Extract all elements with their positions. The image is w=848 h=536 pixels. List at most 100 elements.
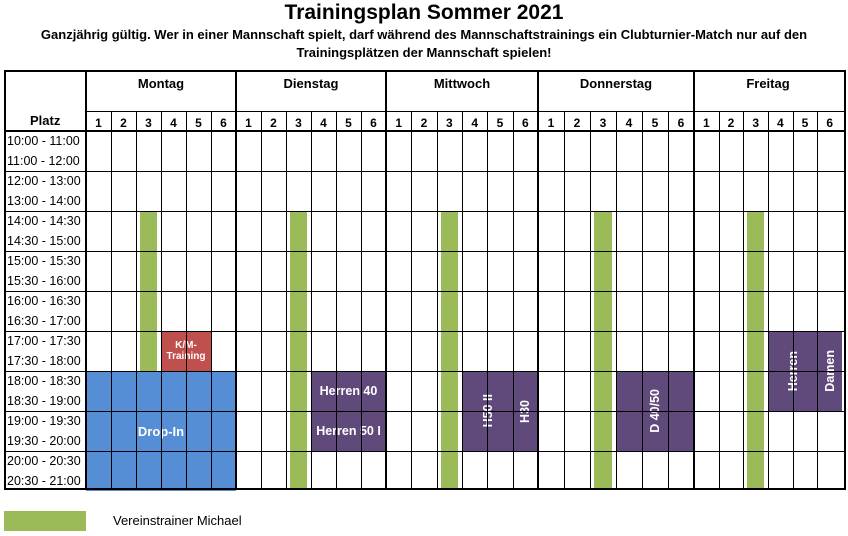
grid-line	[4, 211, 845, 212]
grid-line	[111, 112, 112, 489]
court-number: 5	[195, 116, 202, 130]
table-border	[4, 70, 6, 489]
grid-line	[186, 112, 187, 489]
court-number: 3	[445, 116, 453, 130]
grid-line	[668, 112, 669, 489]
training-block: Herren 40	[311, 371, 386, 411]
grid-line	[161, 112, 162, 489]
grid-line	[4, 411, 845, 412]
court-number: 1	[547, 116, 555, 130]
grid-line	[642, 112, 643, 489]
grid-line	[361, 112, 362, 489]
legend-swatch	[4, 511, 86, 531]
training-block-label: Herren 50 I	[316, 424, 381, 438]
day-header-donnerstag: Donnerstag	[579, 76, 653, 91]
grid-line	[86, 111, 845, 112]
day-header-mittwoch: Mittwoch	[433, 76, 491, 91]
subtitle-line-2: Trainingsplätzen der Mannschaft spielen!	[296, 45, 552, 60]
grid-line	[311, 112, 312, 489]
court-number: 3	[599, 116, 607, 130]
time-label: 19:30 - 20:00	[7, 434, 81, 448]
court-number: 4	[776, 116, 784, 130]
court-number: 3	[752, 116, 759, 130]
time-label: 16:30 - 17:00	[7, 314, 81, 328]
court-number: 4	[320, 116, 327, 130]
grid-line	[211, 112, 212, 489]
day-header-freitag: Freitag	[746, 76, 790, 91]
day-separator	[693, 70, 695, 489]
platz-label: Platz	[30, 113, 61, 128]
court-number: 2	[727, 116, 735, 130]
grid-line	[743, 112, 744, 489]
time-label: 11:00 - 12:00	[7, 154, 80, 168]
grid-line	[136, 112, 137, 489]
grid-line	[793, 112, 794, 489]
time-label: 15:30 - 16:00	[7, 274, 81, 288]
court-number: 4	[471, 116, 478, 130]
page-title: Trainingsplan Sommer 2021	[284, 1, 564, 24]
time-label: 19:00 - 19:30	[7, 414, 81, 428]
training-block-label: K/M-	[175, 340, 197, 351]
court-number: 1	[245, 116, 252, 130]
court-number: 5	[345, 116, 352, 130]
court-number: 3	[145, 116, 152, 130]
court-number: 1	[95, 116, 102, 130]
day-separator	[385, 70, 387, 489]
table-border	[844, 70, 846, 490]
time-label: 15:00 - 15:30	[7, 254, 81, 268]
grid-line	[4, 451, 845, 452]
grid-line	[768, 112, 769, 489]
legend-label: Vereinstrainer Michael	[113, 513, 242, 528]
time-label: 18:30 - 19:00	[7, 394, 81, 408]
trainer-slot	[594, 211, 612, 489]
day-separator	[235, 70, 237, 489]
time-label: 12:00 - 13:00	[7, 174, 81, 188]
day-separator	[85, 70, 87, 489]
grid-line	[411, 112, 412, 489]
court-number: 4	[625, 116, 633, 130]
court-number: 1	[702, 116, 710, 130]
grid-line	[261, 112, 262, 489]
court-number: 6	[370, 116, 377, 130]
court-number: 2	[573, 116, 581, 130]
time-label: 14:00 - 14:30	[7, 214, 81, 228]
time-label: 20:00 - 20:30	[7, 454, 81, 468]
court-number: 2	[420, 116, 428, 130]
day-separator	[537, 70, 539, 489]
subtitle-line-1: Ganzjährig gültig. Wer in einer Mannscha…	[40, 27, 808, 42]
court-number: 6	[220, 116, 227, 130]
time-label: 16:00 - 16:30	[7, 294, 81, 308]
trainer-slot	[747, 211, 764, 489]
time-label: 20:30 - 21:00	[7, 474, 81, 488]
grid-line	[817, 112, 818, 489]
grid-line	[564, 112, 565, 489]
time-label: 10:00 - 11:00	[7, 134, 80, 148]
court-number: 5	[801, 116, 809, 130]
court-number: 6	[677, 116, 685, 130]
court-number: 2	[270, 116, 277, 130]
grid-line	[4, 251, 845, 252]
header-separator	[4, 130, 845, 132]
time-label: 13:00 - 14:00	[7, 194, 81, 208]
court-number: 3	[295, 116, 302, 130]
grid-line	[462, 112, 463, 489]
grid-line	[336, 112, 337, 489]
court-number: 5	[496, 116, 504, 130]
grid-line	[487, 112, 488, 489]
court-number: 4	[170, 116, 177, 130]
grid-line	[4, 331, 845, 332]
trainer-slot	[440, 211, 458, 489]
trainer-slot	[290, 211, 307, 489]
time-label: 17:00 - 17:30	[7, 334, 81, 348]
grid-line	[616, 112, 617, 489]
grid-line	[4, 371, 845, 372]
grid-line	[513, 112, 514, 489]
day-header-dienstag: Dienstag	[283, 76, 339, 91]
table-border	[4, 488, 845, 490]
time-label: 17:30 - 18:00	[7, 354, 81, 368]
training-block-label: Herren 40	[319, 384, 378, 398]
grid-line	[286, 112, 287, 489]
day-header-montag: Montag	[137, 76, 185, 91]
court-number: 6	[826, 116, 833, 130]
